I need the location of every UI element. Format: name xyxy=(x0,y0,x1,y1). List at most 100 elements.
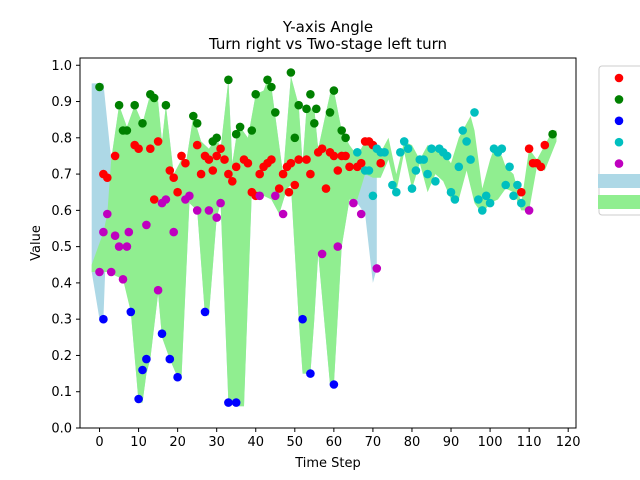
point-green xyxy=(114,100,124,110)
x-tick-label: 30 xyxy=(208,435,225,450)
point-cyan xyxy=(442,151,452,161)
point-magenta xyxy=(356,209,366,219)
x-tick-label: 110 xyxy=(517,435,542,450)
legend-marker-green xyxy=(614,95,624,104)
point-magenta xyxy=(99,227,108,237)
point-magenta xyxy=(255,191,264,201)
point-red xyxy=(317,144,327,153)
point-red xyxy=(290,180,300,190)
point-red xyxy=(243,158,253,168)
point-cyan xyxy=(450,195,460,204)
point-magenta xyxy=(153,285,163,295)
point-green xyxy=(192,119,202,128)
point-cyan xyxy=(419,155,429,164)
point-green xyxy=(224,75,233,85)
point-red xyxy=(224,169,233,179)
point-red xyxy=(149,195,159,204)
point-cyan xyxy=(388,180,397,190)
x-tick-label: 50 xyxy=(287,435,304,450)
point-green xyxy=(130,100,139,110)
point-green xyxy=(235,122,245,132)
y-axis-label: Value xyxy=(29,225,44,261)
point-green xyxy=(290,133,300,143)
point-red xyxy=(134,144,143,153)
x-tick-label: 10 xyxy=(130,435,147,450)
point-green xyxy=(286,68,296,77)
point-red xyxy=(255,169,264,179)
y-tick-label: 0.0 xyxy=(51,422,72,437)
legend-patch-band_green xyxy=(598,195,640,209)
point-cyan xyxy=(392,187,401,197)
legend-patch-band_blue xyxy=(598,174,640,188)
points-layer xyxy=(95,68,557,407)
point-magenta xyxy=(524,206,534,215)
point-blue xyxy=(99,314,108,324)
point-cyan xyxy=(517,198,526,208)
point-red xyxy=(333,166,343,175)
point-magenta xyxy=(169,227,178,237)
point-red xyxy=(173,187,182,197)
x-tick-label: 20 xyxy=(169,435,186,450)
point-cyan xyxy=(462,137,471,146)
chart-title: Y-axis Angle xyxy=(282,18,373,36)
point-magenta xyxy=(372,264,382,273)
legend-marker-magenta xyxy=(614,159,624,168)
point-green xyxy=(271,108,280,117)
y-tick-label: 0.4 xyxy=(51,276,72,291)
point-cyan xyxy=(446,187,456,197)
y-tick-label: 0.5 xyxy=(51,240,72,255)
point-red xyxy=(278,169,288,179)
point-green xyxy=(149,93,159,103)
y-tick-label: 0.3 xyxy=(51,313,72,328)
bands-layer xyxy=(91,76,557,407)
point-red xyxy=(341,151,350,161)
y-tick-label: 0.6 xyxy=(51,204,72,219)
point-green xyxy=(138,119,147,128)
point-magenta xyxy=(204,206,214,215)
point-green xyxy=(337,126,347,135)
point-cyan xyxy=(466,155,475,164)
point-red xyxy=(177,151,186,161)
point-cyan xyxy=(407,184,417,193)
point-red xyxy=(517,187,526,197)
chart-subtitle: Turn right vs Two-stage left turn xyxy=(208,35,447,53)
point-green xyxy=(267,82,276,92)
x-axis-label: Time Step xyxy=(294,456,361,471)
point-magenta xyxy=(122,242,132,251)
point-magenta xyxy=(317,249,327,259)
point-green xyxy=(306,90,315,99)
y-tick-label: 0.8 xyxy=(51,131,72,146)
point-red xyxy=(536,162,546,172)
point-magenta xyxy=(185,191,194,201)
point-blue xyxy=(306,369,315,378)
point-cyan xyxy=(411,166,421,175)
point-red xyxy=(110,151,120,161)
x-tick-label: 0 xyxy=(95,435,103,450)
point-blue xyxy=(298,314,307,324)
x-axis: 0 10 20 30 40 50 60 70 80 90 100 110 120 xyxy=(95,428,581,450)
y-tick-label: 0.1 xyxy=(51,385,72,400)
point-red xyxy=(228,177,237,186)
legend-marker-red xyxy=(614,73,624,83)
point-magenta xyxy=(103,209,112,219)
point-green xyxy=(294,100,304,110)
point-red xyxy=(220,155,229,164)
point-green xyxy=(325,108,335,117)
point-cyan xyxy=(458,126,468,135)
point-red xyxy=(146,144,155,153)
point-green xyxy=(95,82,104,92)
point-red xyxy=(321,184,331,193)
point-red xyxy=(208,166,218,175)
point-magenta xyxy=(124,227,134,237)
point-cyan xyxy=(470,108,479,117)
point-blue xyxy=(224,398,233,407)
point-magenta xyxy=(271,191,280,201)
point-red xyxy=(192,140,202,150)
x-tick-label: 120 xyxy=(556,435,581,450)
point-green xyxy=(341,133,350,143)
point-red xyxy=(540,140,550,150)
point-green xyxy=(251,90,260,99)
point-cyan xyxy=(481,191,491,201)
point-cyan xyxy=(497,144,507,153)
point-cyan xyxy=(403,144,413,153)
